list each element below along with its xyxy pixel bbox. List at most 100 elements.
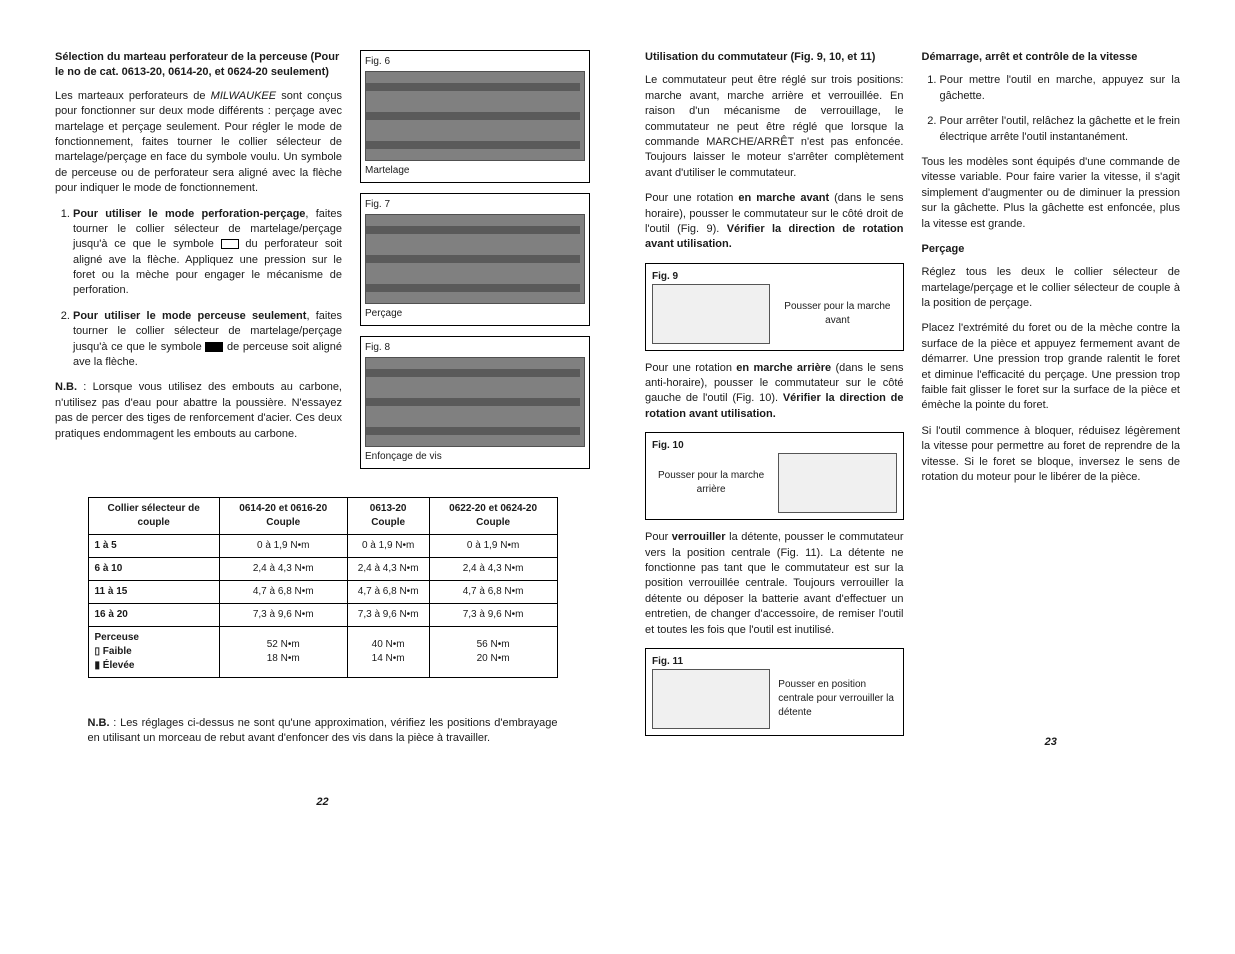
td: 1 à 5 (88, 535, 219, 558)
drill-icon (205, 342, 223, 352)
td: 11 à 15 (88, 581, 219, 604)
table-row: 11 à 154,7 à 6,8 N•m4,7 à 6,8 N•m4,7 à 6… (88, 581, 557, 604)
text: Les marteaux perforateurs de (55, 90, 211, 102)
fig-image-hammer (365, 71, 585, 161)
figure-8: Fig. 8 Enfonçage de vis (360, 336, 590, 469)
fig-caption: Perçage (365, 307, 585, 321)
figure-7: Fig. 7 Perçage (360, 193, 590, 326)
td: Perceuse▯ Faible▮ Élevée (88, 627, 219, 678)
text: la détente, pousser le commutateur vers … (645, 531, 904, 635)
heading-percage: Perçage (922, 242, 1181, 257)
th: 0622-20 et 0624-20 Couple (429, 498, 557, 535)
text-bold: en marche avant (738, 192, 829, 204)
note-2: N.B. : Les réglages ci-dessus ne sont qu… (88, 716, 558, 747)
text: Pour une rotation (645, 362, 736, 374)
list-item: Pour utiliser le mode perceuse seulement… (73, 309, 342, 371)
td: 0 à 1,9 N•m (347, 535, 429, 558)
table-row: 16 à 207,3 à 9,6 N•m7,3 à 9,6 N•m7,3 à 9… (88, 604, 557, 627)
diagram-forward-icon (652, 284, 770, 344)
td: 56 N•m20 N•m (429, 627, 557, 678)
td: 2,4 à 4,3 N•m (347, 558, 429, 581)
fig-text: Pousser en position centrale pour verrou… (778, 678, 896, 720)
th: 0614-20 et 0616-20 Couple (219, 498, 347, 535)
para: Réglez tous les deux le collier sélecteu… (922, 265, 1181, 311)
fig-image-drill (365, 214, 585, 304)
heading-commutateur: Utilisation du commutateur (Fig. 9, 10, … (645, 50, 904, 65)
mode-list: Pour utiliser le mode perforation-perçag… (55, 207, 342, 371)
torque-table: Collier sélecteur de couple 0614-20 et 0… (88, 497, 558, 678)
td: 7,3 à 9,6 N•m (429, 604, 557, 627)
table-row: 1 à 50 à 1,9 N•m0 à 1,9 N•m0 à 1,9 N•m (88, 535, 557, 558)
text: Pour une rotation (645, 192, 738, 204)
diagram-reverse-icon (778, 453, 896, 513)
td: 40 N•m14 N•m (347, 627, 429, 678)
note-1: N.B. : Lorsque vous utilisez des embouts… (55, 380, 342, 442)
fig-caption: Martelage (365, 164, 585, 178)
figure-6: Fig. 6 Martelage (360, 50, 590, 183)
td: 7,3 à 9,6 N•m (219, 604, 347, 627)
figure-9: Fig. 9 Pousser pour la marche avant (645, 263, 904, 351)
list-item: Pour utiliser le mode perforation-perçag… (73, 207, 342, 299)
nb-label: N.B. (55, 381, 77, 393)
text: Pour (645, 531, 672, 543)
fig-label: Fig. 6 (365, 55, 585, 69)
diagram-lock-icon (652, 669, 770, 729)
fig-label: Fig. 7 (365, 198, 585, 212)
para: Pour une rotation en marche avant (dans … (645, 191, 904, 253)
td: 4,7 à 6,8 N•m (347, 581, 429, 604)
para: Pour une rotation en marche arrière (dan… (645, 361, 904, 423)
para: Placez l'extrémité du foret ou de la mèc… (922, 321, 1181, 413)
nb-label: N.B. (88, 717, 110, 729)
table-row: Perceuse▯ Faible▮ Élevée52 N•m18 N•m40 N… (88, 627, 557, 678)
td: 2,4 à 4,3 N•m (429, 558, 557, 581)
td: 6 à 10 (88, 558, 219, 581)
left-col1: Sélection du marteau perforateur de la p… (55, 50, 342, 479)
fig-image-screw (365, 357, 585, 447)
td: 0 à 1,9 N•m (219, 535, 347, 558)
text-bold: Pour utiliser le mode perceuse seulement (73, 310, 306, 322)
text-bold: Pour utiliser le mode perforation-perçag… (73, 208, 305, 220)
start-stop-list: Pour mettre l'outil en marche, appuyez s… (922, 73, 1181, 145)
fig-text: Pousser pour la marche arrière (652, 469, 770, 497)
td: 4,7 à 6,8 N•m (219, 581, 347, 604)
brand-italic: MILWAUKEE (211, 90, 276, 102)
figure-11: Fig. 11 Pousser en position centrale pou… (645, 648, 904, 736)
text-bold: verrouiller (672, 531, 726, 543)
text: : Les réglages ci-dessus ne sont qu'une … (88, 717, 558, 744)
para-intro: Les marteaux perforateurs de MILWAUKEE s… (55, 89, 342, 197)
page-number-left: 22 (55, 795, 590, 810)
text: : Lorsque vous utilisez des embouts au c… (55, 381, 342, 439)
left-col2-figures: Fig. 6 Martelage Fig. 7 Perçage Fig. 8 E… (360, 50, 590, 479)
page-left: Sélection du marteau perforateur de la p… (55, 50, 590, 810)
table-header-row: Collier sélecteur de couple 0614-20 et 0… (88, 498, 557, 535)
fig-caption: Enfonçage de vis (365, 450, 585, 464)
list-item: Pour arrêter l'outil, relâchez la gâchet… (940, 114, 1181, 145)
td: 4,7 à 6,8 N•m (429, 581, 557, 604)
hammer-icon (221, 239, 239, 249)
heading-selection: Sélection du marteau perforateur de la p… (55, 50, 342, 81)
heading-demarrage: Démarrage, arrêt et contrôle de la vites… (922, 50, 1181, 65)
table-row: 6 à 102,4 à 4,3 N•m2,4 à 4,3 N•m2,4 à 4,… (88, 558, 557, 581)
right-col1: Utilisation du commutateur (Fig. 9, 10, … (645, 50, 904, 810)
fig-label: Fig. 9 (652, 270, 897, 284)
th: Collier sélecteur de couple (88, 498, 219, 535)
para: Tous les modèles sont équipés d'une comm… (922, 155, 1181, 232)
td: 0 à 1,9 N•m (429, 535, 557, 558)
td: 7,3 à 9,6 N•m (347, 604, 429, 627)
page-spread: Sélection du marteau perforateur de la p… (55, 50, 1180, 810)
fig-label: Fig. 11 (652, 655, 897, 669)
torque-table-wrap: Collier sélecteur de couple 0614-20 et 0… (88, 497, 558, 688)
fig-label: Fig. 8 (365, 341, 585, 355)
figure-10: Fig. 10 Pousser pour la marche arrière (645, 432, 904, 520)
td: 2,4 à 4,3 N•m (219, 558, 347, 581)
list-item: Pour mettre l'outil en marche, appuyez s… (940, 73, 1181, 104)
fig-text: Pousser pour la marche avant (778, 300, 896, 328)
para: Pour verrouiller la détente, pousser le … (645, 530, 904, 638)
right-col2: Démarrage, arrêt et contrôle de la vites… (922, 50, 1181, 810)
th: 0613-20 Couple (347, 498, 429, 535)
fig-label: Fig. 10 (652, 439, 897, 453)
page-number-right: 23 (922, 735, 1181, 750)
td: 16 à 20 (88, 604, 219, 627)
text: sont conçus pour fonctionner sur deux mo… (55, 90, 342, 194)
page-right: Utilisation du commutateur (Fig. 9, 10, … (645, 50, 1180, 810)
